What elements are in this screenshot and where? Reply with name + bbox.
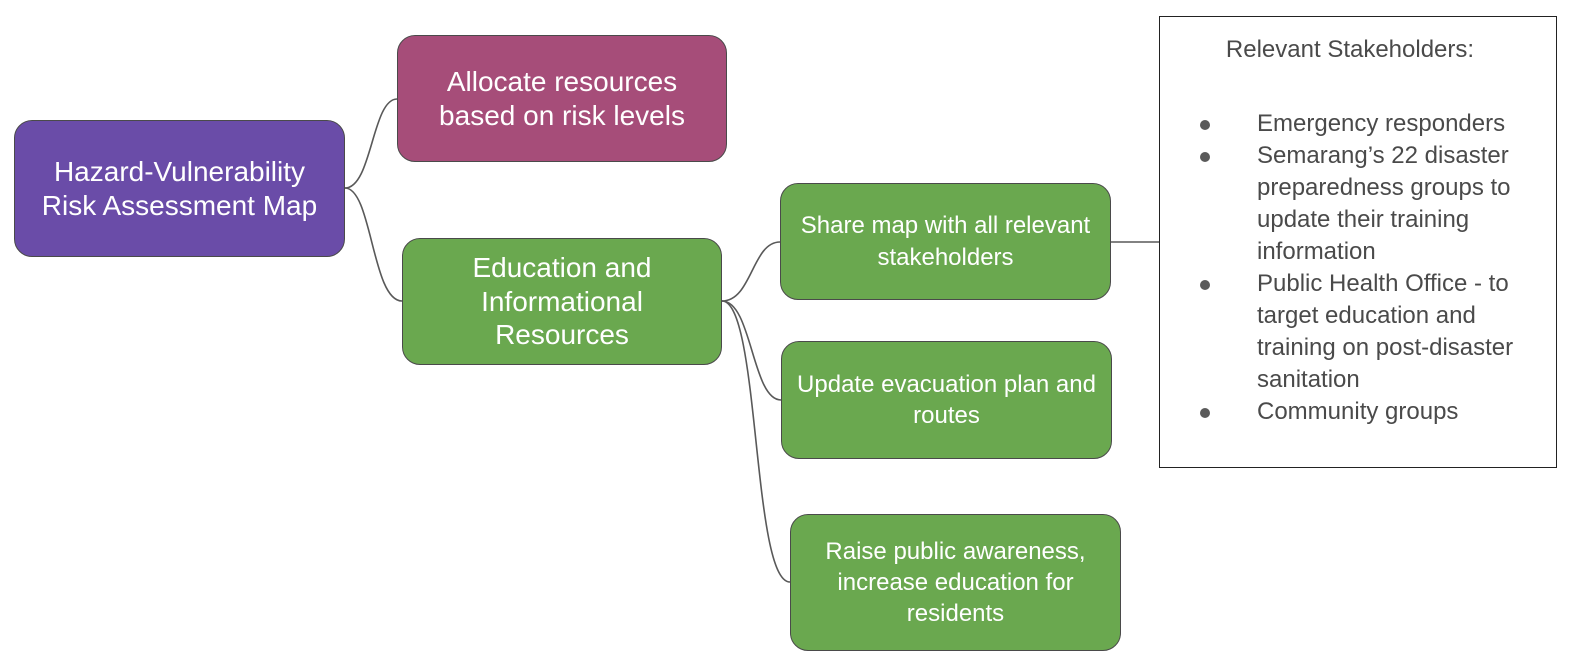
node-label: Update evacuation plan and routes <box>797 370 1096 429</box>
node-label: Allocate resources based on risk levels <box>439 65 685 131</box>
stakeholder-item: Community groups <box>1160 396 1558 428</box>
node-risk-assessment-map: Hazard-Vulnerability Risk Assessment Map <box>14 120 345 257</box>
node-raise-awareness: Raise public awareness, increase educati… <box>790 514 1121 651</box>
node-share-map: Share map with all relevant stakeholders <box>780 183 1111 300</box>
stakeholders-list: Emergency responders Semarang’s 22 disas… <box>1160 108 1558 428</box>
node-update-evacuation: Update evacuation plan and routes <box>781 341 1112 459</box>
stakeholders-box: Relevant Stakeholders: Emergency respond… <box>1159 16 1557 468</box>
stakeholder-text: Public Health Office - to target educati… <box>1257 270 1514 393</box>
node-education-resources: Education and Informational Resources <box>402 238 722 365</box>
bullet-icon <box>1200 152 1210 162</box>
connector-education-awareness <box>721 300 791 583</box>
node-allocate-resources: Allocate resources based on risk levels <box>397 35 727 162</box>
stakeholder-item: Emergency responders <box>1160 108 1558 140</box>
connector-root-education <box>344 187 403 302</box>
node-label: Raise public awareness, increase educati… <box>825 537 1086 628</box>
stakeholder-text: Semarang’s 22 disaster preparedness grou… <box>1257 142 1511 265</box>
node-label: Share map with all relevant stakeholders <box>800 212 1091 271</box>
connector-education-evacuation <box>721 300 782 401</box>
stakeholders-title: Relevant Stakeholders: <box>1225 36 1475 63</box>
stakeholder-text: Community groups <box>1257 398 1459 425</box>
bullet-icon <box>1200 280 1210 290</box>
stakeholder-text: Emergency responders <box>1257 110 1506 137</box>
connector-root-allocate <box>344 98 398 189</box>
connector-education-share <box>721 241 781 302</box>
bullet-icon <box>1200 120 1210 130</box>
stakeholder-item: Public Health Office - to target educati… <box>1160 268 1558 396</box>
bullet-icon <box>1200 408 1210 418</box>
node-label: Education and Informational Resources <box>472 252 652 351</box>
node-label: Hazard-Vulnerability Risk Assessment Map <box>41 155 318 221</box>
stakeholder-item: Semarang’s 22 disaster preparedness grou… <box>1160 140 1558 268</box>
